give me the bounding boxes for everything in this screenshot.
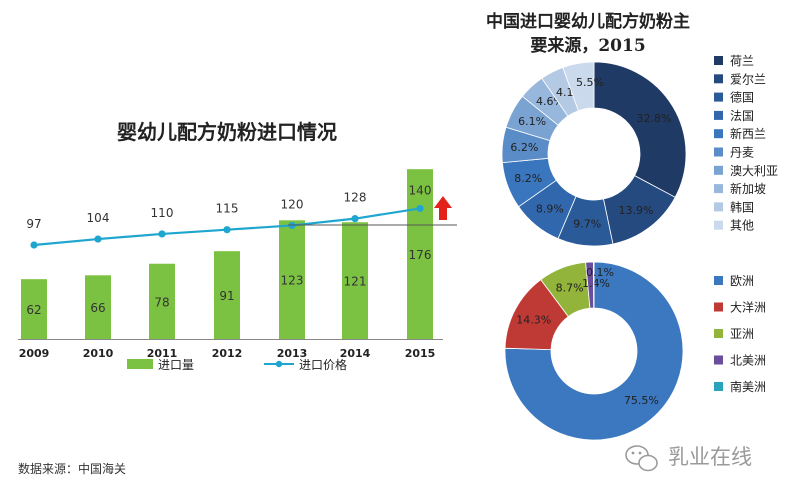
legend-swatch <box>714 184 723 194</box>
bar-chart-title: 婴幼儿配方奶粉进口情况 <box>117 120 337 144</box>
bar-value-label: 121 <box>344 275 367 289</box>
import-volume-bar <box>279 220 305 339</box>
x-tick-label: 2013 <box>277 347 308 360</box>
import-volume-bar <box>214 251 240 339</box>
legend-swatch <box>714 276 723 285</box>
legend-swatch <box>714 382 723 391</box>
legend-label: 北美洲 <box>730 354 766 368</box>
import-volume-bar <box>407 169 433 339</box>
donut-slice <box>504 261 684 441</box>
slice-value-label: 13.9% <box>619 204 654 217</box>
origin-country-donut: 中国进口婴幼儿配方奶粉主 要来源，2015 32.8% 13.9% 9.7% 8.9%… <box>486 11 778 247</box>
x-tick-label: 2012 <box>212 347 243 360</box>
legend-swatch <box>714 147 723 157</box>
slice-value-label: 8.7% <box>556 282 584 295</box>
donut-title-line1: 中国进口婴幼儿配方奶粉主 <box>486 11 690 32</box>
slice-value-label: 8.9% <box>536 202 564 215</box>
x-tick-label: 2015 <box>405 347 436 360</box>
legend-label: 南美洲 <box>730 379 766 394</box>
legend-swatch <box>714 355 723 365</box>
legend-marker-price <box>275 360 283 368</box>
legend-swatch <box>714 56 723 65</box>
slice-value-label: 14.3% <box>516 314 551 327</box>
x-tick-label: 2010 <box>83 347 114 360</box>
bar-value-label: 66 <box>90 301 105 315</box>
bar-value-label: 78 <box>154 295 169 309</box>
watermark-text: 乳业在线 <box>668 445 752 469</box>
x-tick-label: 2014 <box>340 347 371 360</box>
bar-value-label: 176 <box>409 248 432 262</box>
price-value-label: 104 <box>87 211 110 225</box>
legend-label: 新加坡 <box>730 181 766 196</box>
donut-title-line2: 要来源，2015 <box>530 35 645 56</box>
legend-label: 爱尔兰 <box>730 71 766 86</box>
x-tick-label: 2011 <box>147 347 178 360</box>
slice-value-label: 1.4% <box>582 277 610 290</box>
source-note: 数据来源：中国海关 <box>18 461 126 476</box>
legend-swatch <box>714 202 723 212</box>
legend-label-price: 进口价格 <box>299 357 347 372</box>
legend-label: 丹麦 <box>730 146 754 160</box>
import-volume-bar <box>21 279 47 339</box>
price-value-label: 128 <box>344 191 367 205</box>
legend-swatch <box>714 165 723 175</box>
import-bar-line-chart: 婴幼儿配方奶粉进口情况 62 2009 66 2010 78 2011 91 2012 123 2… <box>18 120 457 372</box>
price-point <box>416 204 424 213</box>
price-point <box>30 241 38 249</box>
up-arrow-icon <box>434 196 452 220</box>
legend-label: 其他 <box>730 219 754 233</box>
price-point <box>351 215 359 223</box>
legend-label: 韩国 <box>730 199 754 214</box>
legend-swatch <box>714 302 723 312</box>
price-point <box>223 226 231 234</box>
legend-label: 亚洲 <box>730 327 754 341</box>
slice-value-label: 6.1% <box>518 115 546 128</box>
legend-swatch <box>714 74 723 84</box>
price-value-label: 110 <box>151 206 174 220</box>
slice-value-label: 8.2% <box>514 172 542 185</box>
bar-value-label: 62 <box>26 303 41 317</box>
wechat-logo-icon <box>625 445 658 472</box>
x-tick-label: 2009 <box>19 347 50 360</box>
legend-label: 澳大利亚 <box>730 164 778 178</box>
donut-slice <box>562 61 595 112</box>
slice-value-label: 75.5% <box>624 394 659 407</box>
slice-value-label: 5.5% <box>576 76 604 89</box>
bar-value-label: 123 <box>281 274 304 288</box>
donut-slice <box>593 261 595 309</box>
legend-swatch <box>714 220 723 230</box>
legend-swatch-volume <box>127 359 153 369</box>
legend-label: 欧洲 <box>730 274 754 288</box>
slice-value-label: 0.1% <box>586 266 614 279</box>
price-value-label: 120 <box>281 197 304 211</box>
slice-value-label: 6.2% <box>510 141 538 154</box>
legend-label: 大洋洲 <box>730 300 766 315</box>
legend-swatch <box>714 129 723 139</box>
legend-label: 新西兰 <box>730 126 766 141</box>
price-point <box>94 235 102 243</box>
bar-value-label: 91 <box>219 289 234 303</box>
price-point <box>158 230 166 238</box>
legend-swatch <box>714 329 723 338</box>
legend-label: 德国 <box>730 90 754 105</box>
donut-slice <box>593 61 687 198</box>
price-value-label: 97 <box>26 217 41 231</box>
import-volume-bar <box>85 275 111 339</box>
slice-value-label: 9.7% <box>573 218 601 231</box>
slice-value-label: 32.8% <box>637 112 672 125</box>
price-value-label: 115 <box>216 202 239 216</box>
legend-label: 法国 <box>730 109 754 123</box>
legend-label-volume: 进口量 <box>158 358 194 372</box>
legend-label: 荷兰 <box>730 54 754 68</box>
watermark: 乳业在线 <box>625 445 752 472</box>
import-volume-bar <box>149 263 175 339</box>
legend-swatch <box>714 92 723 102</box>
import-volume-bar <box>342 222 368 339</box>
legend-swatch <box>714 110 723 120</box>
price-value-label: 140 <box>409 183 432 197</box>
